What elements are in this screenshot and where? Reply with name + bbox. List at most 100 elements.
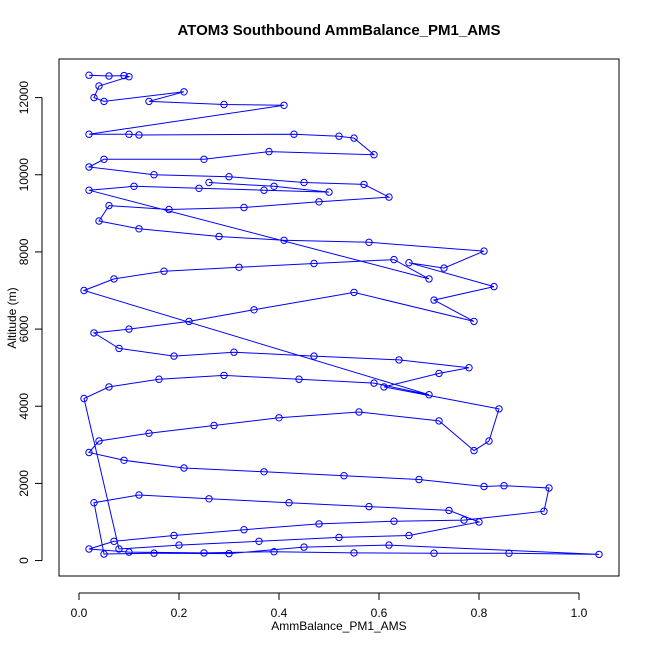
x-axis: 0.0 0.2 0.4 0.6 0.8 1.0 — [71, 592, 588, 620]
y-axis: 0 2000 4000 6000 8000 10000 12000 — [17, 81, 43, 564]
data-point — [225, 549, 233, 558]
data-point — [145, 429, 153, 437]
data-point — [90, 499, 98, 507]
data-point — [100, 550, 108, 558]
data-point — [490, 282, 498, 291]
data-point — [170, 352, 178, 360]
data-point — [350, 134, 358, 142]
data-point — [175, 541, 183, 549]
data-point — [425, 391, 433, 399]
x-tick-label: 0.6 — [371, 606, 388, 620]
x-tick-label: 1.0 — [571, 606, 588, 620]
data-point — [425, 275, 433, 283]
data-point — [385, 193, 393, 201]
y-tick-label: 8000 — [17, 238, 31, 265]
data-point — [475, 518, 483, 526]
data-point — [385, 541, 393, 549]
data-point — [480, 482, 488, 491]
data-point — [95, 82, 103, 90]
data-point — [365, 238, 373, 247]
x-tick-label: 0.0 — [71, 606, 88, 620]
data-point — [310, 352, 318, 360]
data-point — [115, 344, 123, 353]
data-point — [360, 180, 368, 189]
data-point — [350, 288, 358, 297]
data-point — [285, 499, 293, 507]
y-tick-label: 4000 — [17, 393, 31, 420]
data-point — [270, 182, 278, 191]
data-point — [155, 375, 163, 383]
data-point — [150, 171, 158, 179]
data-point — [470, 317, 478, 326]
data-point — [480, 247, 488, 255]
data-point — [240, 526, 248, 534]
data-point — [325, 188, 333, 196]
data-point — [110, 275, 118, 283]
data-point — [270, 548, 278, 556]
data-point — [180, 88, 188, 96]
data-point — [205, 495, 213, 503]
data-point — [90, 329, 98, 337]
data-point — [545, 484, 553, 492]
data-point — [415, 475, 423, 484]
data-point — [235, 263, 243, 271]
plot-area — [58, 58, 620, 577]
data-point — [435, 369, 443, 378]
data-point — [230, 348, 238, 356]
data-point — [90, 93, 98, 102]
data-point — [335, 533, 343, 542]
plot-frame — [58, 58, 620, 577]
data-point — [210, 421, 218, 430]
data-point — [135, 491, 143, 499]
data-point — [290, 130, 298, 138]
data-point — [105, 201, 113, 210]
data-point — [95, 437, 103, 445]
data-point — [445, 506, 453, 515]
data-point — [465, 364, 473, 372]
data-point — [505, 549, 513, 557]
data-point — [205, 178, 213, 187]
data-point — [260, 468, 268, 476]
data-point — [485, 437, 493, 445]
data-point — [165, 205, 173, 214]
data-point — [80, 394, 88, 403]
y-axis-label: Altitude (m) — [5, 287, 19, 348]
data-point — [95, 217, 103, 225]
y-tick-label: 10000 — [17, 158, 31, 192]
data-point — [260, 186, 268, 194]
data-point — [240, 203, 248, 212]
data-point — [135, 131, 143, 139]
data-point — [495, 405, 503, 413]
data-point — [120, 456, 128, 464]
data-point — [365, 502, 373, 511]
data-point — [100, 97, 108, 106]
data-point — [340, 472, 348, 480]
data-point — [150, 549, 158, 557]
y-tick-label: 2000 — [17, 470, 31, 497]
data-point — [440, 264, 448, 272]
data-point — [315, 520, 323, 528]
data-point — [85, 71, 93, 79]
data-point — [500, 482, 508, 490]
data-point — [315, 198, 323, 206]
data-point — [405, 531, 413, 540]
data-point — [130, 182, 138, 191]
data-point — [160, 267, 168, 275]
data-point — [380, 383, 388, 391]
data-point — [255, 537, 263, 545]
data-point — [595, 550, 603, 559]
data-point — [105, 383, 113, 391]
data-point — [80, 286, 88, 295]
data-point — [120, 71, 128, 80]
x-tick-label: 0.2 — [171, 606, 188, 620]
data-point — [125, 130, 133, 138]
x-axis-label: AmmBalance_PM1_AMS — [271, 619, 406, 633]
y-tick-label: 12000 — [17, 81, 31, 115]
series-layer — [80, 71, 603, 559]
data-point — [185, 317, 193, 326]
data-point — [110, 537, 118, 545]
data-point — [215, 232, 223, 241]
data-point — [460, 516, 468, 524]
data-point — [85, 186, 93, 194]
